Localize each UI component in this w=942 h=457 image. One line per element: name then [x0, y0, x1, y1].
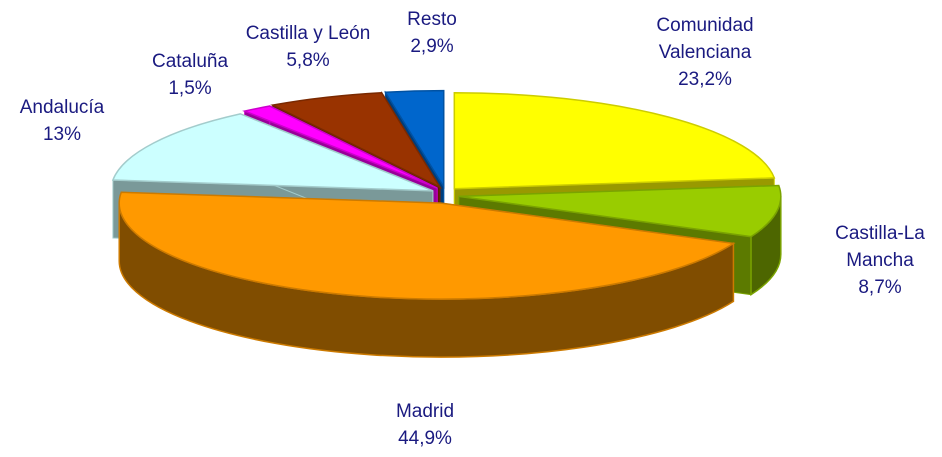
data-label: Castilla-La Mancha 8,7% [820, 220, 940, 301]
pie-slice [270, 91, 443, 189]
pie-slice [453, 91, 776, 190]
value-label: 8,7% [858, 277, 902, 298]
data-label: Madrid 44,9% [350, 398, 500, 452]
data-label: Comunidad Valenciana 23,2% [630, 12, 780, 93]
data-label: Castilla y León 5,8% [223, 20, 393, 74]
value-label: 2,9% [410, 36, 454, 57]
data-label: Andalucía 13% [2, 94, 122, 148]
value-label: 1,5% [168, 78, 212, 99]
pie-slice [242, 105, 438, 189]
category-label: Madrid [395, 401, 455, 422]
data-label: Resto 2,9% [387, 6, 477, 60]
pie-slice [111, 113, 434, 192]
pie-slice [458, 184, 782, 238]
category-label: Castilla y León [245, 23, 371, 44]
data-label: Cataluña 1,5% [135, 48, 245, 102]
value-label: 5,8% [286, 50, 330, 71]
pie-slice [384, 89, 445, 190]
category-label: Resto [407, 9, 457, 30]
pie-slice [118, 191, 736, 300]
category-label: Andalucía [19, 97, 105, 118]
value-label: 13% [42, 124, 82, 145]
category-label: Cataluña [151, 51, 229, 72]
category-label: Comunidad Valenciana [656, 15, 754, 63]
value-label: 44,9% [398, 428, 452, 449]
value-label: 23,2% [678, 69, 732, 90]
category-label: Castilla-La Mancha [835, 223, 925, 271]
